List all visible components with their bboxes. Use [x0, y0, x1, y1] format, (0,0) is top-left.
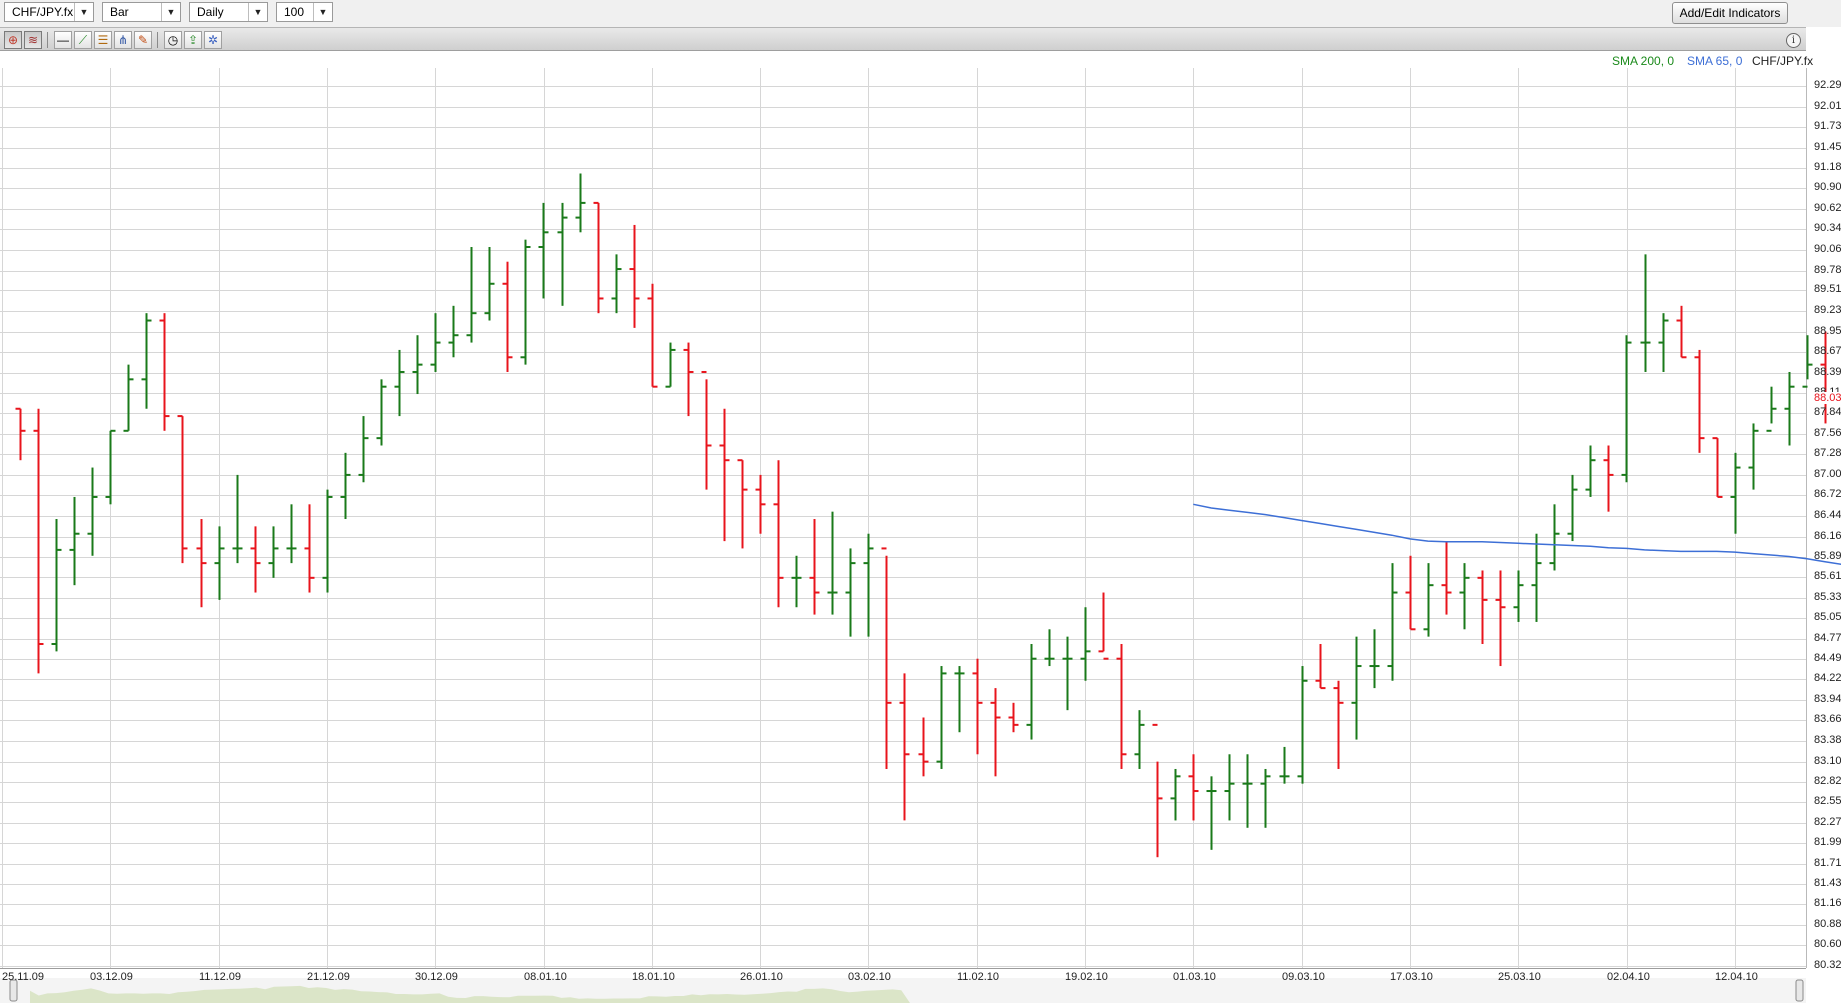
chart-view-icon[interactable]: ≋ — [24, 31, 42, 49]
y-tick-label: 90.90 — [1814, 181, 1841, 193]
y-tick-label: 87.00 — [1814, 468, 1841, 480]
period-value: Daily — [197, 5, 224, 19]
y-tick-label: 89.23 — [1814, 304, 1841, 316]
chart-type-value: Bar — [110, 5, 129, 19]
y-tick-label: 87.56 — [1814, 427, 1841, 439]
x-tick-label: 21.12.09 — [307, 971, 350, 983]
y-tick-label: 84.77 — [1814, 632, 1841, 644]
chevron-down-icon[interactable]: ▼ — [248, 3, 267, 21]
y-tick-label: 83.66 — [1814, 713, 1841, 725]
y-tick-label: 81.71 — [1814, 857, 1841, 869]
export-icon[interactable]: ⇪ — [184, 31, 202, 49]
y-tick-label: 84.49 — [1814, 652, 1841, 664]
y-tick-label: 86.44 — [1814, 509, 1841, 521]
last-price-label: 88.03 — [1814, 392, 1841, 404]
sma-65-line — [1193, 503, 1841, 566]
x-tick-label: 30.12.09 — [415, 971, 458, 983]
navigator-area — [30, 985, 910, 1003]
y-tick-label: 85.89 — [1814, 550, 1841, 562]
info-icon[interactable]: i — [1786, 33, 1801, 48]
x-tick-label: 18.01.10 — [632, 971, 675, 983]
chart-type-select[interactable]: Bar ▼ — [102, 2, 181, 22]
y-tick-label: 90.34 — [1814, 222, 1841, 234]
toolbar-divider — [47, 32, 48, 48]
y-tick-label: 91.18 — [1814, 161, 1841, 173]
y-tick-label: 90.06 — [1814, 243, 1841, 255]
chevron-down-icon[interactable]: ▼ — [313, 3, 332, 21]
y-tick-label: 85.33 — [1814, 591, 1841, 603]
y-tick-label: 88.95 — [1814, 325, 1841, 337]
y-tick-label: 89.78 — [1814, 264, 1841, 276]
y-tick-label: 87.28 — [1814, 447, 1841, 459]
y-tick-label: 83.10 — [1814, 755, 1841, 767]
symbol-select[interactable]: CHF/JPY.fx ▼ — [4, 2, 94, 22]
y-tick-label: 88.67 — [1814, 345, 1841, 357]
y-tick-label: 89.51 — [1814, 283, 1841, 295]
settings-icon[interactable]: ✲ — [204, 31, 222, 49]
trend-line-icon[interactable]: ⟋ — [74, 31, 92, 49]
x-tick-label: 03.12.09 — [90, 971, 133, 983]
toolbar-divider — [157, 32, 158, 48]
x-tick-label: 26.01.10 — [740, 971, 783, 983]
chevron-down-icon[interactable]: ▼ — [161, 3, 180, 21]
period-select[interactable]: Daily ▼ — [189, 2, 268, 22]
y-tick-label: 80.60 — [1814, 938, 1841, 950]
clock-icon[interactable]: ◷ — [164, 31, 182, 49]
y-tick-label: 83.38 — [1814, 734, 1841, 746]
add-edit-indicators-button[interactable]: Add/Edit Indicators — [1672, 2, 1788, 24]
symbol-select-value: CHF/JPY.fx — [12, 5, 74, 19]
x-tick-label: 02.04.10 — [1607, 971, 1650, 983]
y-tick-label: 91.73 — [1814, 120, 1841, 132]
legend-sma65: SMA 65, 0 — [1687, 54, 1743, 68]
y-tick-label: 92.29 — [1814, 79, 1841, 91]
bar-count-select[interactable]: 100 ▼ — [276, 2, 333, 22]
y-tick-label: 85.61 — [1814, 570, 1841, 582]
x-tick-label: 08.01.10 — [524, 971, 567, 983]
x-tick-label: 03.02.10 — [848, 971, 891, 983]
y-tick-label: 86.16 — [1814, 530, 1841, 542]
y-tick-label: 83.94 — [1814, 693, 1841, 705]
pitchfork-icon[interactable]: ⋔ — [114, 31, 132, 49]
y-tick-label: 91.45 — [1814, 141, 1841, 153]
y-tick-label: 87.84 — [1814, 406, 1841, 418]
y-tick-label: 90.62 — [1814, 202, 1841, 214]
drawing-toolbar: ⊕ ≋ — ⟋ ☰ ⋔ ✎ ◷ ⇪ ✲ i — [0, 27, 1806, 51]
x-tick-label: 12.04.10 — [1715, 971, 1758, 983]
navigator-right-handle — [1795, 979, 1804, 1002]
legend-sma200: SMA 200, 0 — [1612, 54, 1675, 68]
y-tick-label: 88.39 — [1814, 366, 1841, 378]
x-tick-label: 11.12.09 — [199, 971, 242, 983]
horizontal-line-icon[interactable]: — — [54, 31, 72, 49]
y-tick-label: 92.01 — [1814, 100, 1841, 112]
fibonacci-icon[interactable]: ☰ — [94, 31, 112, 49]
y-tick-label: 81.16 — [1814, 897, 1841, 909]
crosshair-icon[interactable]: ⊕ — [4, 31, 22, 49]
x-tick-label: 19.02.10 — [1065, 971, 1108, 983]
top-bar: CHF/JPY.fx ▼ Bar ▼ Daily ▼ 100 ▼ Add/Edi… — [0, 0, 1841, 27]
bar-count-value: 100 — [284, 5, 305, 19]
y-tick-label: 81.99 — [1814, 836, 1841, 848]
y-tick-label: 82.55 — [1814, 795, 1841, 807]
x-tick-label: 17.03.10 — [1390, 971, 1433, 983]
y-tick-label: 82.27 — [1814, 816, 1841, 828]
y-tick-label: 80.32 — [1814, 959, 1841, 971]
eraser-icon[interactable]: ✎ — [134, 31, 152, 49]
y-tick-label: 80.88 — [1814, 918, 1841, 930]
x-tick-label: 11.02.10 — [957, 971, 1000, 983]
x-tick-label: 25.11.09 — [2, 971, 45, 983]
navigator-left-handle — [9, 979, 18, 1002]
y-tick-label: 85.05 — [1814, 611, 1841, 623]
y-tick-label: 81.43 — [1814, 877, 1841, 889]
y-tick-label: 82.82 — [1814, 775, 1841, 787]
x-tick-label: 09.03.10 — [1282, 971, 1325, 983]
x-tick-label: 25.03.10 — [1498, 971, 1541, 983]
legend-symbol: CHF/JPY.fx — [1752, 54, 1814, 68]
y-tick-label: 84.22 — [1814, 672, 1841, 684]
y-tick-label: 86.72 — [1814, 488, 1841, 500]
x-tick-label: 01.03.10 — [1173, 971, 1216, 983]
chevron-down-icon[interactable]: ▼ — [74, 3, 93, 21]
